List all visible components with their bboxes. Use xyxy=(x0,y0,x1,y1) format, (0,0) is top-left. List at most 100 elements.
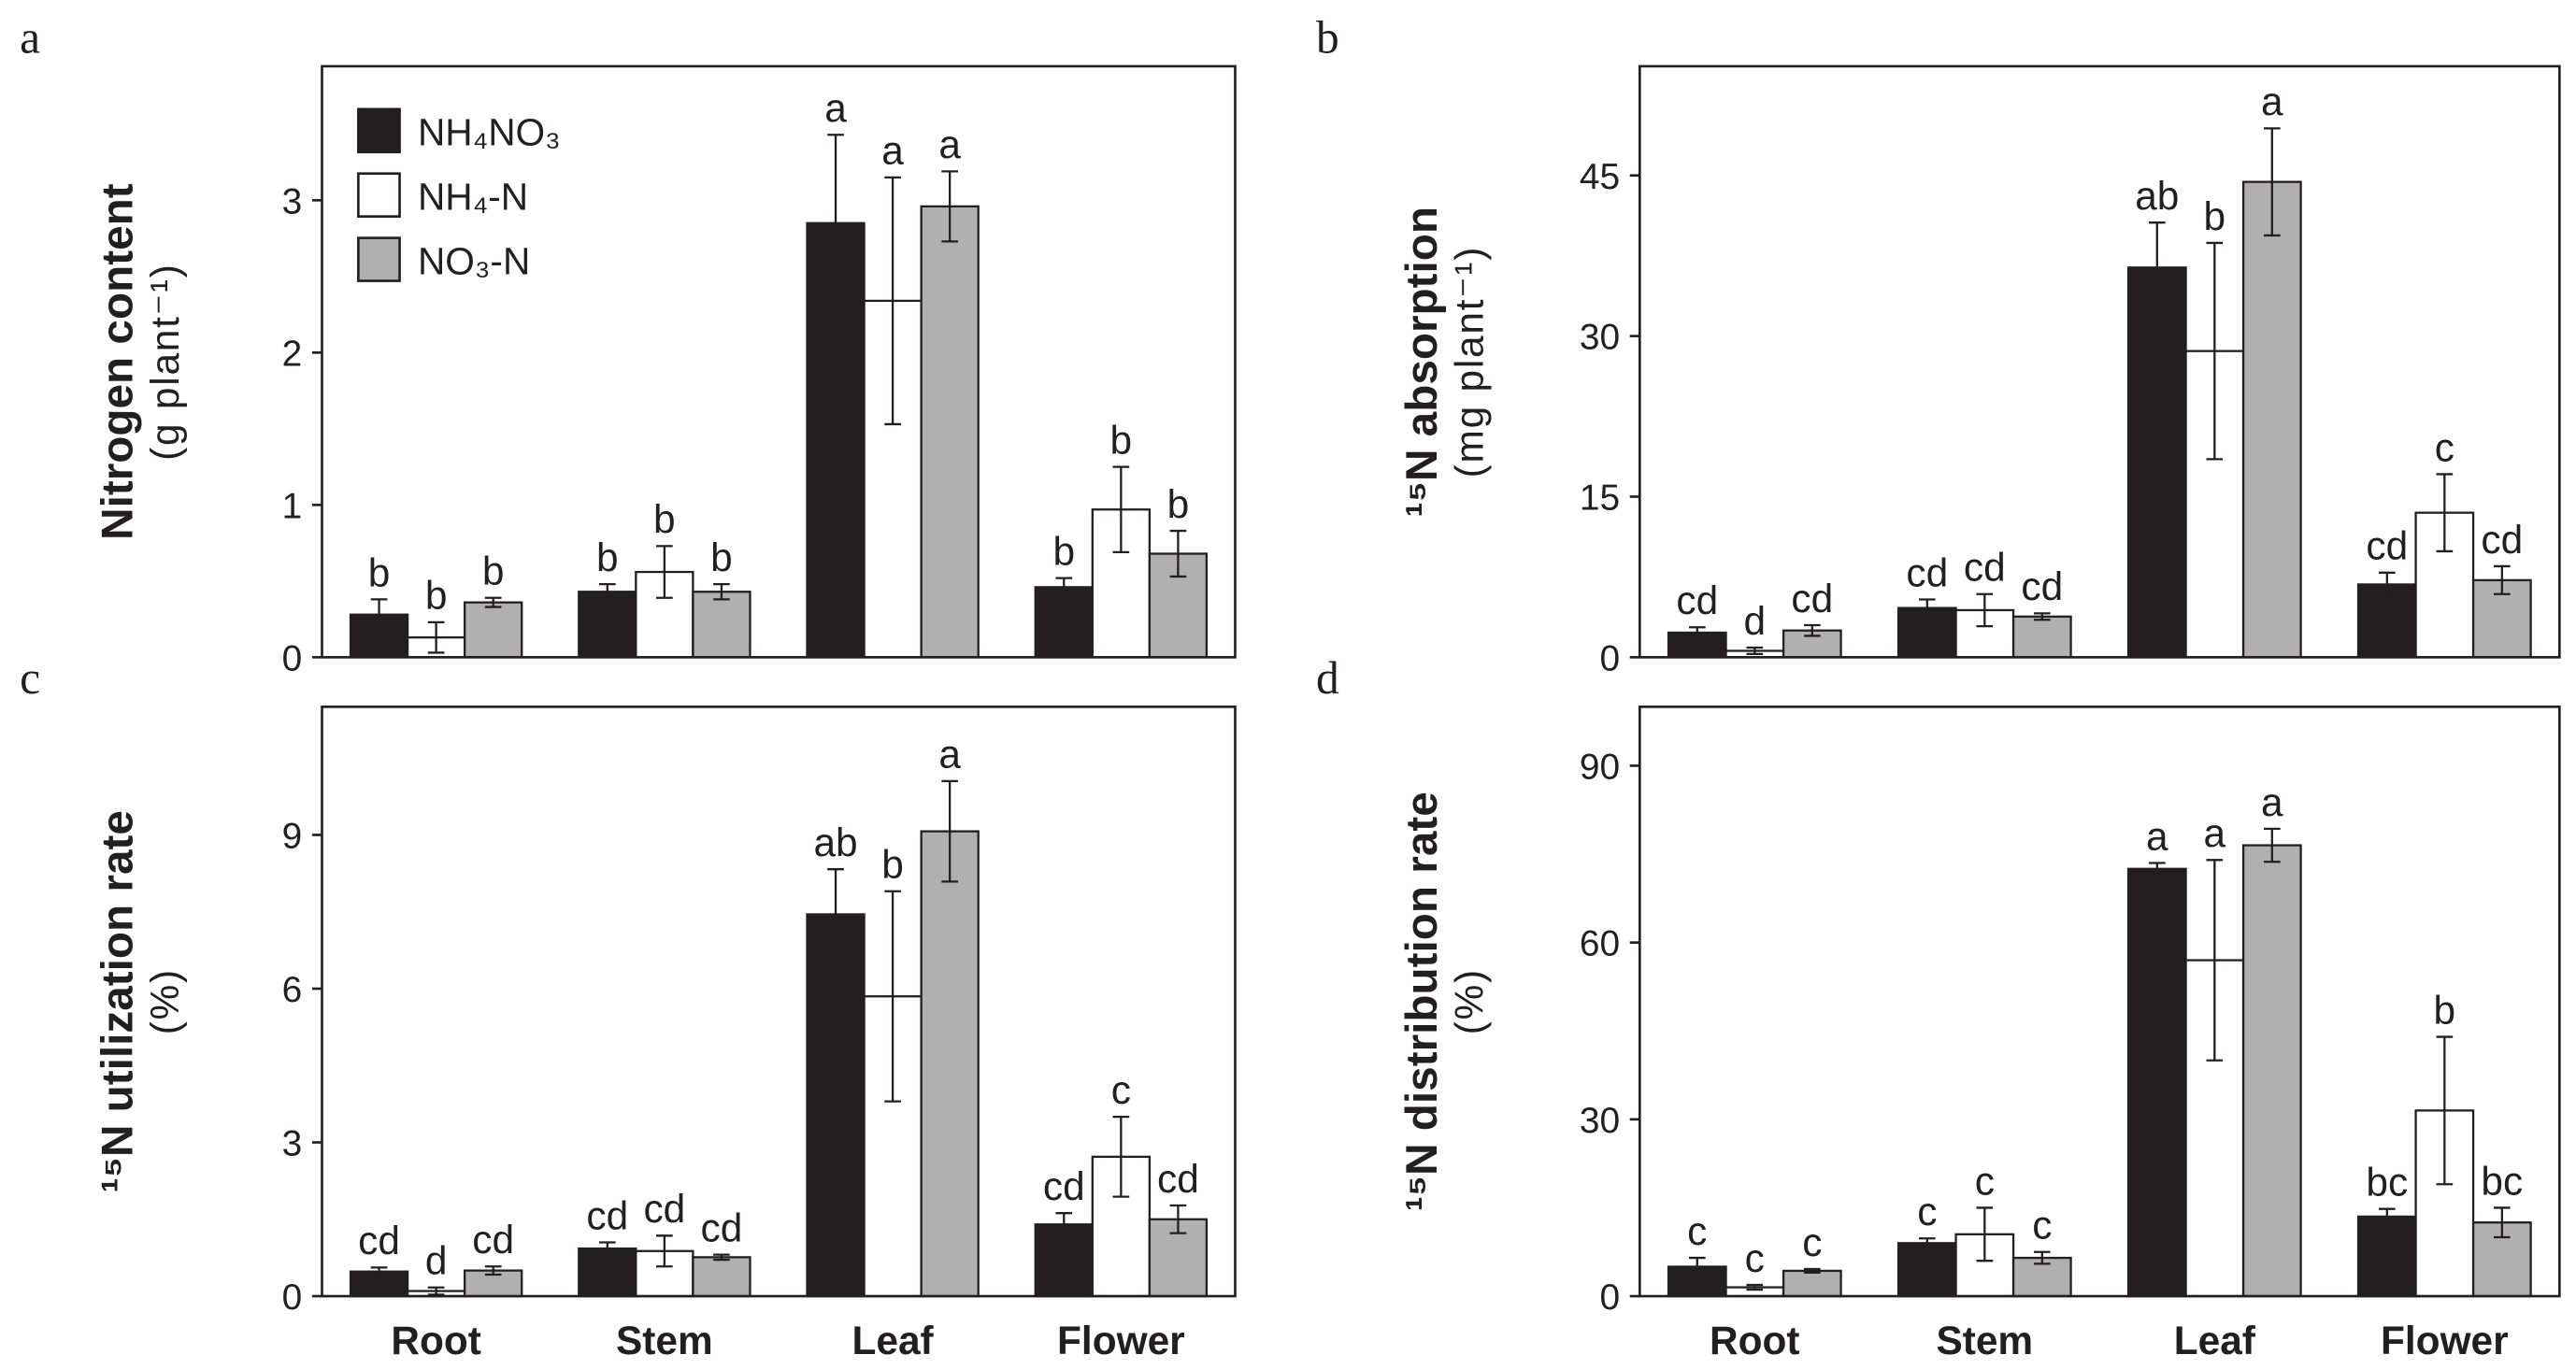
significance-letter: c xyxy=(2435,425,2454,469)
significance-letter: ab xyxy=(2135,174,2179,218)
significance-letter: cd xyxy=(1676,578,1718,622)
significance-letter: cd xyxy=(2021,564,2063,608)
category-label: Flower xyxy=(1057,1319,1185,1362)
y-axis-unit: (%) xyxy=(1447,968,1491,1034)
significance-letter: cd xyxy=(1906,550,1948,594)
significance-letter: b xyxy=(2434,988,2456,1032)
category-label: Leaf xyxy=(2174,1319,2256,1362)
legend: NH₄NO₃ NH₄-N NO₃-N xyxy=(357,107,561,282)
bar-stem-2 xyxy=(2011,615,2072,659)
significance-letter: d xyxy=(425,1239,448,1283)
plot-frame xyxy=(321,64,1237,659)
y-tick-label: 0 xyxy=(1599,1277,1620,1318)
y-axis-unit: (%) xyxy=(143,968,187,1034)
bar-leaf-2 xyxy=(920,830,980,1298)
y-tick-label: 60 xyxy=(1580,924,1620,964)
y-tick-label: 0 xyxy=(1599,638,1620,678)
significance-letter: cd xyxy=(586,1193,628,1237)
y-axis-label: ¹⁵N distribution rate xyxy=(1397,791,1447,1211)
panel-c: c ¹⁵N utilization rate (%) 0 3 6 9 cd d cd Root cd c… xyxy=(20,652,1237,1362)
significance-letter: cd xyxy=(2481,518,2523,562)
category-label: Stem xyxy=(1936,1319,2033,1362)
y-tick-label: 30 xyxy=(1580,318,1620,358)
significance-letter: c xyxy=(1917,1190,1937,1234)
category-label: Flower xyxy=(2381,1319,2509,1362)
bar-stem-0 xyxy=(1896,1242,1957,1298)
y-tick-label: 0 xyxy=(282,1277,303,1318)
significance-letter: bc xyxy=(2481,1159,2523,1203)
significance-letter: a xyxy=(2204,811,2226,855)
y-tick-label: 3 xyxy=(282,1124,303,1164)
significance-letter: a xyxy=(2261,780,2283,824)
bar-leaf-2 xyxy=(2241,844,2302,1298)
legend-swatch xyxy=(357,172,401,218)
y-tick-label: 6 xyxy=(282,970,303,1010)
y-tick-label: 90 xyxy=(1580,748,1620,788)
plot-frame xyxy=(321,706,1237,1298)
bar-leaf-0 xyxy=(806,913,866,1298)
significance-letter: b xyxy=(710,535,733,579)
y-tick-label: 3 xyxy=(282,181,303,221)
bar-root-2 xyxy=(464,601,523,659)
significance-letter: b xyxy=(482,549,505,593)
y-axis-label: ¹⁵N absorption xyxy=(1397,207,1447,517)
significance-letter: c xyxy=(1111,1068,1131,1112)
plot-frame xyxy=(1638,64,2561,659)
significance-letter: c xyxy=(1687,1209,1707,1253)
y-tick-label: 15 xyxy=(1580,478,1620,519)
bar-leaf-2 xyxy=(920,205,980,659)
significance-letter: b xyxy=(1110,418,1133,462)
significance-letter: b xyxy=(2204,194,2226,238)
y-axis-label: ¹⁵N utilization rate xyxy=(93,810,142,1192)
bar-flower-0 xyxy=(1034,586,1094,659)
significance-letter: a xyxy=(938,733,961,777)
significance-letter: d xyxy=(1744,599,1767,643)
y-tick-label: 45 xyxy=(1580,157,1620,197)
bar-stem-0 xyxy=(578,591,637,659)
y-tick-label: 2 xyxy=(282,334,303,374)
y-tick-label: 9 xyxy=(282,817,303,857)
bar-leaf-0 xyxy=(2126,266,2187,659)
y-tick-label: 1 xyxy=(282,486,303,526)
significance-letter: b xyxy=(596,535,619,579)
significance-letter: cd xyxy=(2366,524,2408,568)
significance-letter: b xyxy=(1052,529,1075,573)
significance-letter: a xyxy=(938,122,961,166)
y-axis-unit: (g plant⁻¹) xyxy=(143,263,187,460)
panel-letter: c xyxy=(20,652,40,704)
significance-letter: b xyxy=(881,843,904,887)
significance-letter: cd xyxy=(1791,577,1833,620)
category-label: Leaf xyxy=(852,1319,935,1362)
significance-letter: b xyxy=(368,550,391,594)
significance-letter: cd xyxy=(1043,1164,1085,1208)
bar-leaf-0 xyxy=(2126,867,2187,1298)
significance-letter: b xyxy=(1167,482,1190,526)
significance-letter: a xyxy=(2146,814,2168,858)
y-axis-label: Nitrogen content xyxy=(93,183,142,540)
bar-flower-0 xyxy=(2356,1215,2417,1298)
bar-leaf-2 xyxy=(2241,180,2302,659)
significance-letter: a xyxy=(2261,79,2283,123)
significance-letter: c xyxy=(1802,1220,1822,1264)
significance-letter: c xyxy=(1745,1236,1765,1280)
legend-label: NO₃-N xyxy=(418,239,530,282)
bar-root-2 xyxy=(1782,1269,1842,1298)
significance-letter: cd xyxy=(1964,546,2006,590)
significance-letter: b xyxy=(425,574,448,618)
panel-letter: d xyxy=(1316,652,1339,704)
plot-frame xyxy=(1638,706,2561,1298)
significance-letter: ab xyxy=(813,820,857,864)
significance-letter: cd xyxy=(701,1205,743,1249)
bar-stem-2 xyxy=(692,591,751,659)
significance-letter: a xyxy=(824,86,847,130)
legend-label: NH₄NO₃ xyxy=(418,111,561,154)
legend-swatch xyxy=(357,107,401,154)
category-label: Root xyxy=(391,1319,481,1362)
bar-stem-2 xyxy=(692,1256,751,1298)
legend-swatch xyxy=(357,236,401,282)
significance-letter: c xyxy=(1975,1159,1995,1203)
